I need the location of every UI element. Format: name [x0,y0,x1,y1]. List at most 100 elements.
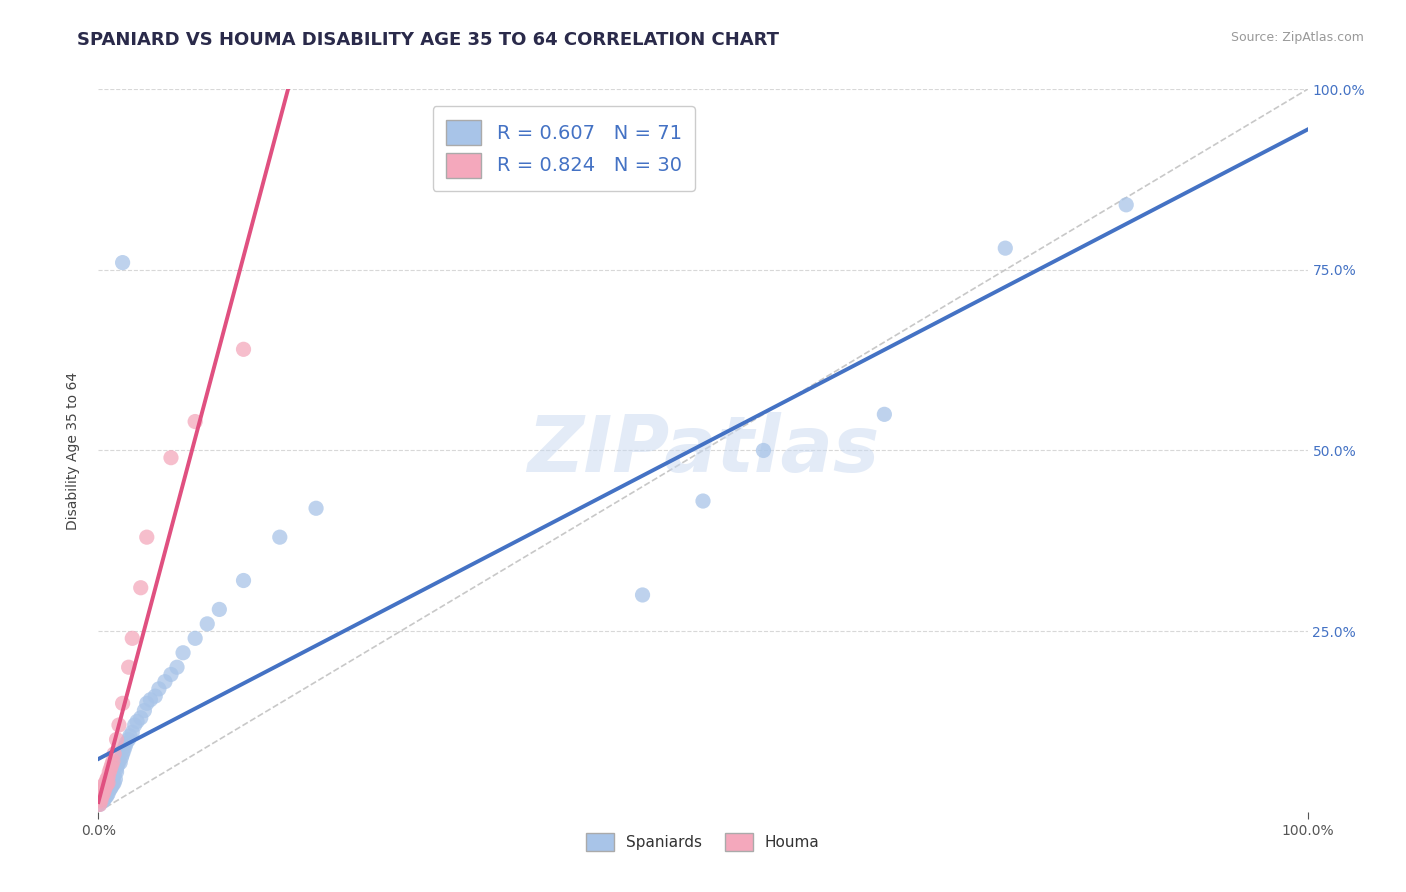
Point [135,530,157,544]
Point [118,729,141,743]
Point [153,674,176,689]
Point [148,681,170,696]
Point [121,725,143,739]
Point [873,407,896,421]
Point [97,770,120,784]
Point [134,704,156,718]
Point [172,646,194,660]
Point [103,747,125,761]
Point [232,574,254,588]
Point [110,750,132,764]
Point [94,776,117,790]
Point [103,776,125,790]
Text: ZIPatlas: ZIPatlas [527,412,879,489]
Point [91,787,114,801]
Point [91,784,114,798]
Point [166,660,188,674]
Point [100,774,122,789]
Point [100,780,122,794]
Point [129,711,152,725]
Point [93,791,115,805]
Point [98,764,121,779]
Point [135,696,157,710]
Point [129,581,152,595]
Point [692,494,714,508]
Legend: Spaniards, Houma: Spaniards, Houma [579,825,827,858]
Point [105,761,128,775]
Point [100,761,122,775]
Y-axis label: Disability Age 35 to 64: Disability Age 35 to 64 [66,371,80,530]
Point [112,743,135,757]
Point [139,692,162,706]
Point [101,754,124,768]
Point [90,794,112,808]
Point [103,769,125,783]
Point [208,602,231,616]
Point [96,789,118,803]
Point [96,780,118,794]
Point [143,689,166,703]
Point [96,784,118,798]
Point [114,739,136,754]
Point [98,783,121,797]
Text: SPANIARD VS HOUMA DISABILITY AGE 35 TO 64 CORRELATION CHART: SPANIARD VS HOUMA DISABILITY AGE 35 TO 6… [77,31,779,49]
Point [91,789,114,803]
Point [111,696,134,710]
Point [100,757,122,772]
Point [91,791,114,805]
Point [111,747,134,761]
Point [93,787,115,801]
Point [195,616,218,631]
Point [91,794,114,808]
Point [752,443,775,458]
Point [269,530,291,544]
Point [108,756,131,770]
Point [1115,198,1137,212]
Point [184,632,207,646]
Point [101,777,124,791]
Point [994,241,1017,255]
Point [108,718,131,732]
Point [97,777,120,791]
Point [104,772,127,787]
Point [160,667,183,681]
Point [121,632,143,646]
Point [115,736,138,750]
Point [91,781,114,796]
Point [101,770,124,784]
Point [96,777,118,791]
Point [94,780,117,794]
Point [97,776,120,790]
Point [127,714,149,729]
Point [107,757,129,772]
Point [105,732,128,747]
Text: Source: ZipAtlas.com: Source: ZipAtlas.com [1230,31,1364,45]
Point [111,255,134,269]
Point [94,790,117,805]
Point [93,789,115,803]
Point [94,783,117,797]
Point [98,776,121,790]
Point [305,501,328,516]
Point [90,791,112,805]
Point [90,790,112,805]
Point [93,783,115,797]
Point [89,797,111,812]
Point [97,783,120,797]
Point [232,343,254,357]
Point [100,772,122,787]
Point [160,450,183,465]
Point [96,772,118,787]
Point [184,415,207,429]
Point [631,588,654,602]
Point [97,787,120,801]
Point [100,781,122,796]
Point [94,787,117,801]
Point [90,794,112,808]
Point [91,790,114,805]
Point [108,754,131,768]
Point [91,787,114,801]
Point [89,797,111,812]
Point [91,789,114,803]
Point [118,660,141,674]
